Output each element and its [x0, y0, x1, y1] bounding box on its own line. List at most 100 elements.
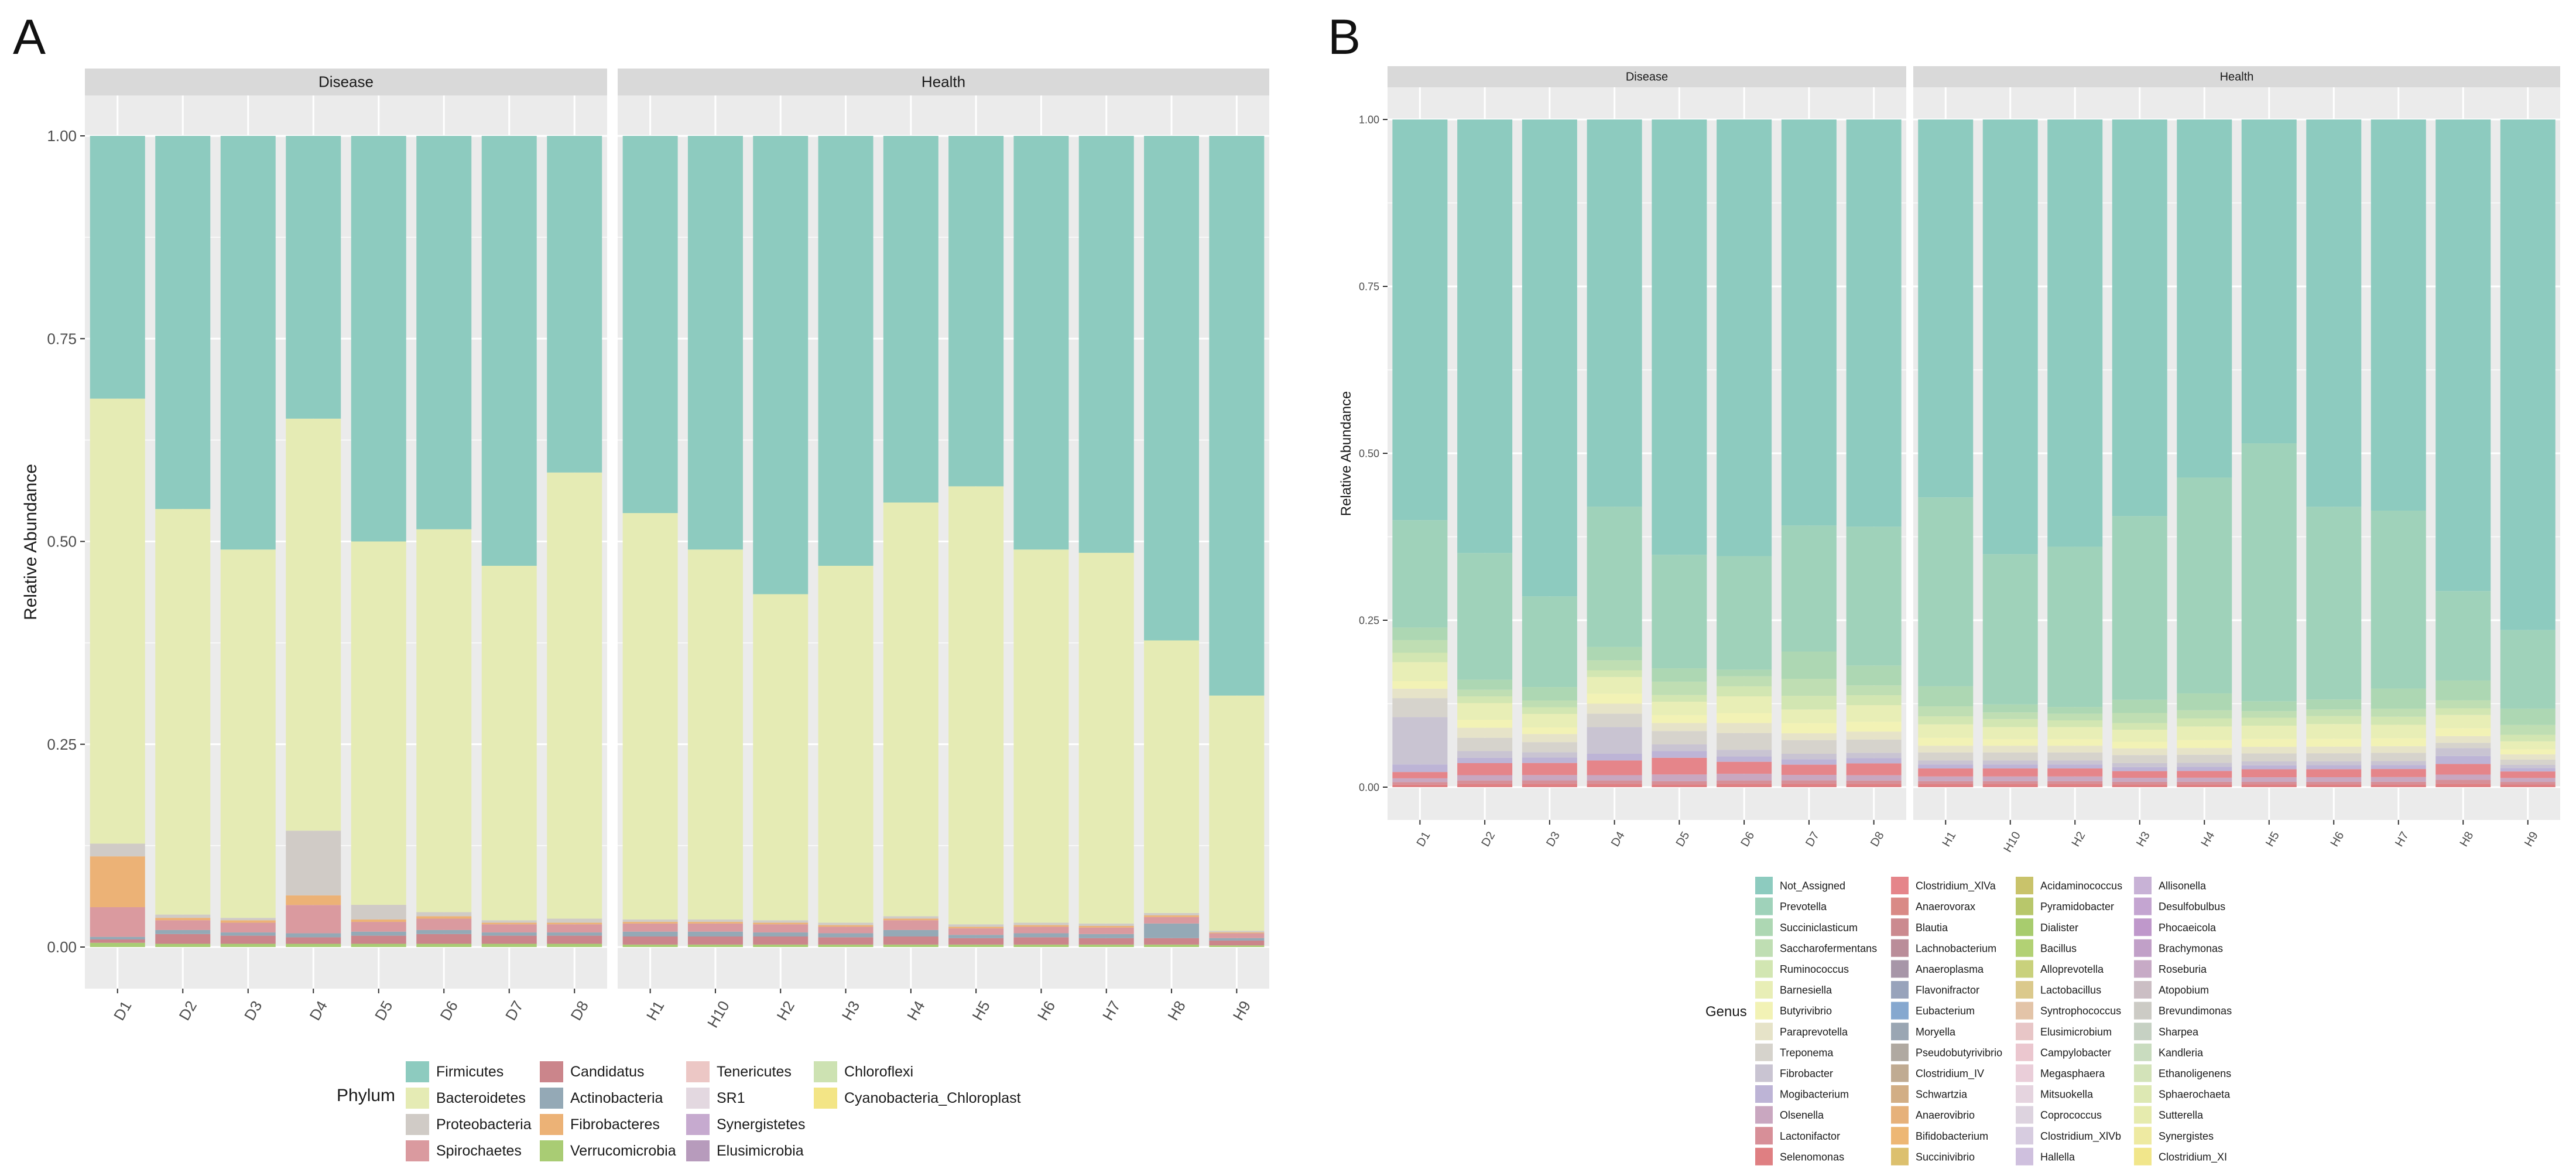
bar-segment-prevotella: [2500, 630, 2556, 709]
y-tick-label: 0.00: [47, 938, 77, 956]
bar-segment-mogibacterium: [1457, 757, 1513, 764]
legend-label: Barnesiella: [1780, 985, 1832, 996]
bar-segment-verrucomicrobia: [687, 944, 743, 947]
bar-h7: [2371, 119, 2426, 787]
legend-swatch: [2016, 877, 2033, 894]
y-tick-label: 0.25: [47, 736, 77, 753]
bar-segment-mogibacterium: [1392, 764, 1448, 773]
bar-segment-candidatus: [220, 935, 276, 944]
bar-segment-spirochaetes: [883, 920, 938, 930]
legend-label: Campylobacter: [2040, 1047, 2111, 1058]
bar-h1: [622, 136, 678, 947]
bar-segment-fibrobacteres: [547, 922, 602, 925]
bar-segment-olsenella: [1918, 776, 1974, 781]
legend-swatch: [540, 1140, 563, 1161]
legend-label: Clostridium_IV: [1916, 1068, 1984, 1080]
bar-d7: [1781, 119, 1837, 787]
legend-label: Ruminococcus: [1780, 963, 1849, 975]
bar-segment-fibrobacteres: [1078, 925, 1134, 928]
legend-label: Clostridium_XlVa: [1916, 880, 1996, 893]
bar-segment-spirochaetes: [220, 922, 276, 933]
bar-segment-candidatus: [1144, 938, 1200, 945]
bar-segment-firmicutes: [220, 136, 276, 550]
bar-segment-butyrivibrio: [2500, 749, 2556, 755]
bar-segment-lactonifactor: [2371, 781, 2426, 785]
bar-segment-treponema: [1781, 740, 1837, 754]
legend-item: Butyrivibrio: [1755, 1001, 1832, 1020]
legend-label: Allisonella: [2159, 880, 2207, 892]
legend-label: Schwartzia: [1916, 1089, 1968, 1100]
bar-segment-treponema: [2112, 755, 2167, 763]
bar-segment-paraprevotella: [2306, 746, 2362, 754]
bar-segment-succiniclasticum: [1392, 627, 1448, 640]
bar-segment-barnesiella: [1392, 662, 1448, 681]
bar-segment-mogibacterium: [1781, 759, 1837, 765]
facet-health: Health H1 H10 H2 H3 H4 H5 H6 H7 H8 H9: [618, 69, 1269, 1031]
legend-label: Succinivibrio: [1916, 1151, 1975, 1163]
bar-segment-mogibacterium: [2371, 765, 2426, 770]
bar-d1: [1392, 119, 1448, 787]
bar-segment-selenomonas: [2306, 784, 2362, 787]
bar-segment-treponema: [1846, 739, 1902, 753]
bar-segment-bacteroidetes: [818, 566, 873, 923]
bar-segment-actinobacteria: [1078, 934, 1134, 938]
bar-segment-butyrivibrio: [1587, 693, 1642, 704]
legend-item: Selenomonas: [1755, 1147, 1844, 1165]
bar-segment-bacteroidetes: [948, 486, 1004, 925]
bar-h2: [2047, 119, 2103, 787]
bar-segment-spirochaetes: [351, 922, 406, 932]
bar-h2: [753, 136, 809, 947]
bar-segment-not-assigned: [2306, 119, 2362, 507]
bar-segment-firmicutes: [90, 136, 145, 399]
legend-label: Synergistes: [2159, 1130, 2214, 1142]
legend-label: Lactobacillus: [2040, 985, 2101, 996]
bar-segment-clostridium-xlva: [1392, 772, 1448, 778]
legend-label: SR1: [717, 1090, 745, 1106]
legend-swatch: [406, 1114, 429, 1135]
bar-h3: [2112, 119, 2167, 787]
legend-label: Anaeroplasma: [1916, 963, 1984, 975]
bar-segment-prevotella: [2241, 443, 2297, 702]
y-axis-label: Relative Abundance: [21, 464, 40, 620]
bar-segment-spirochaetes: [90, 907, 145, 937]
legend-label: Megasphaera: [2040, 1068, 2105, 1079]
legend-swatch: [2016, 1023, 2033, 1041]
bar-segment-fibrobacter: [1587, 727, 1642, 754]
bar-h6: [1013, 136, 1069, 947]
legend-swatch: [1891, 877, 1909, 894]
legend-swatch: [2134, 877, 2152, 894]
legend-label: Bacteroidetes: [436, 1090, 526, 1106]
legend-swatch: [2016, 981, 2033, 999]
bar-segment-butyrivibrio: [2241, 739, 2297, 747]
bar-segment-candidatus: [883, 936, 938, 945]
bar-h5: [2241, 119, 2297, 787]
bar-segment-bacteroidetes: [883, 503, 938, 917]
bar-segment-actinobacteria: [220, 932, 276, 936]
bar-segment-bacteroidetes: [90, 398, 145, 844]
legend-label: Flavonifractor: [1916, 985, 1979, 996]
legend-item: Mitsuokella: [2016, 1085, 2094, 1103]
bar-segment-firmicutes: [883, 136, 938, 503]
bar-segment-selenomonas: [2047, 784, 2103, 787]
legend-item: Mogibacterium: [1755, 1085, 1849, 1103]
bar-segment-proteobacteria: [818, 922, 873, 925]
legend-item: Succiniclasticum: [1755, 918, 1858, 936]
bar-segment-treponema: [1717, 733, 1772, 750]
bar-segment-succiniclasticum: [1918, 686, 1974, 707]
legend-label: Saccharofermentans: [1780, 942, 1877, 954]
bar-segment-spirochaetes: [155, 920, 211, 930]
legend-label: Spirochaetes: [436, 1143, 522, 1159]
bar-segment-olsenella: [2241, 777, 2297, 782]
bar-segment-barnesiella: [1846, 705, 1902, 722]
bar-segment-prevotella: [1522, 596, 1577, 688]
bar-segment-firmicutes: [687, 136, 743, 550]
legend-label: Pyramidobacter: [2040, 901, 2114, 912]
bar-segment-mogibacterium: [2112, 767, 2167, 771]
legend-swatch: [1755, 877, 1773, 894]
bar-segment-fibrobacter: [1652, 744, 1707, 751]
bar-segment-candidatus: [753, 936, 809, 945]
legend-label: Bacillus: [2040, 942, 2077, 954]
bar-segment-lactonifactor: [2112, 781, 2167, 785]
legend-item: Clostridium_XlVb: [2016, 1127, 2121, 1145]
bar-segment-succiniclasticum: [2112, 699, 2167, 713]
